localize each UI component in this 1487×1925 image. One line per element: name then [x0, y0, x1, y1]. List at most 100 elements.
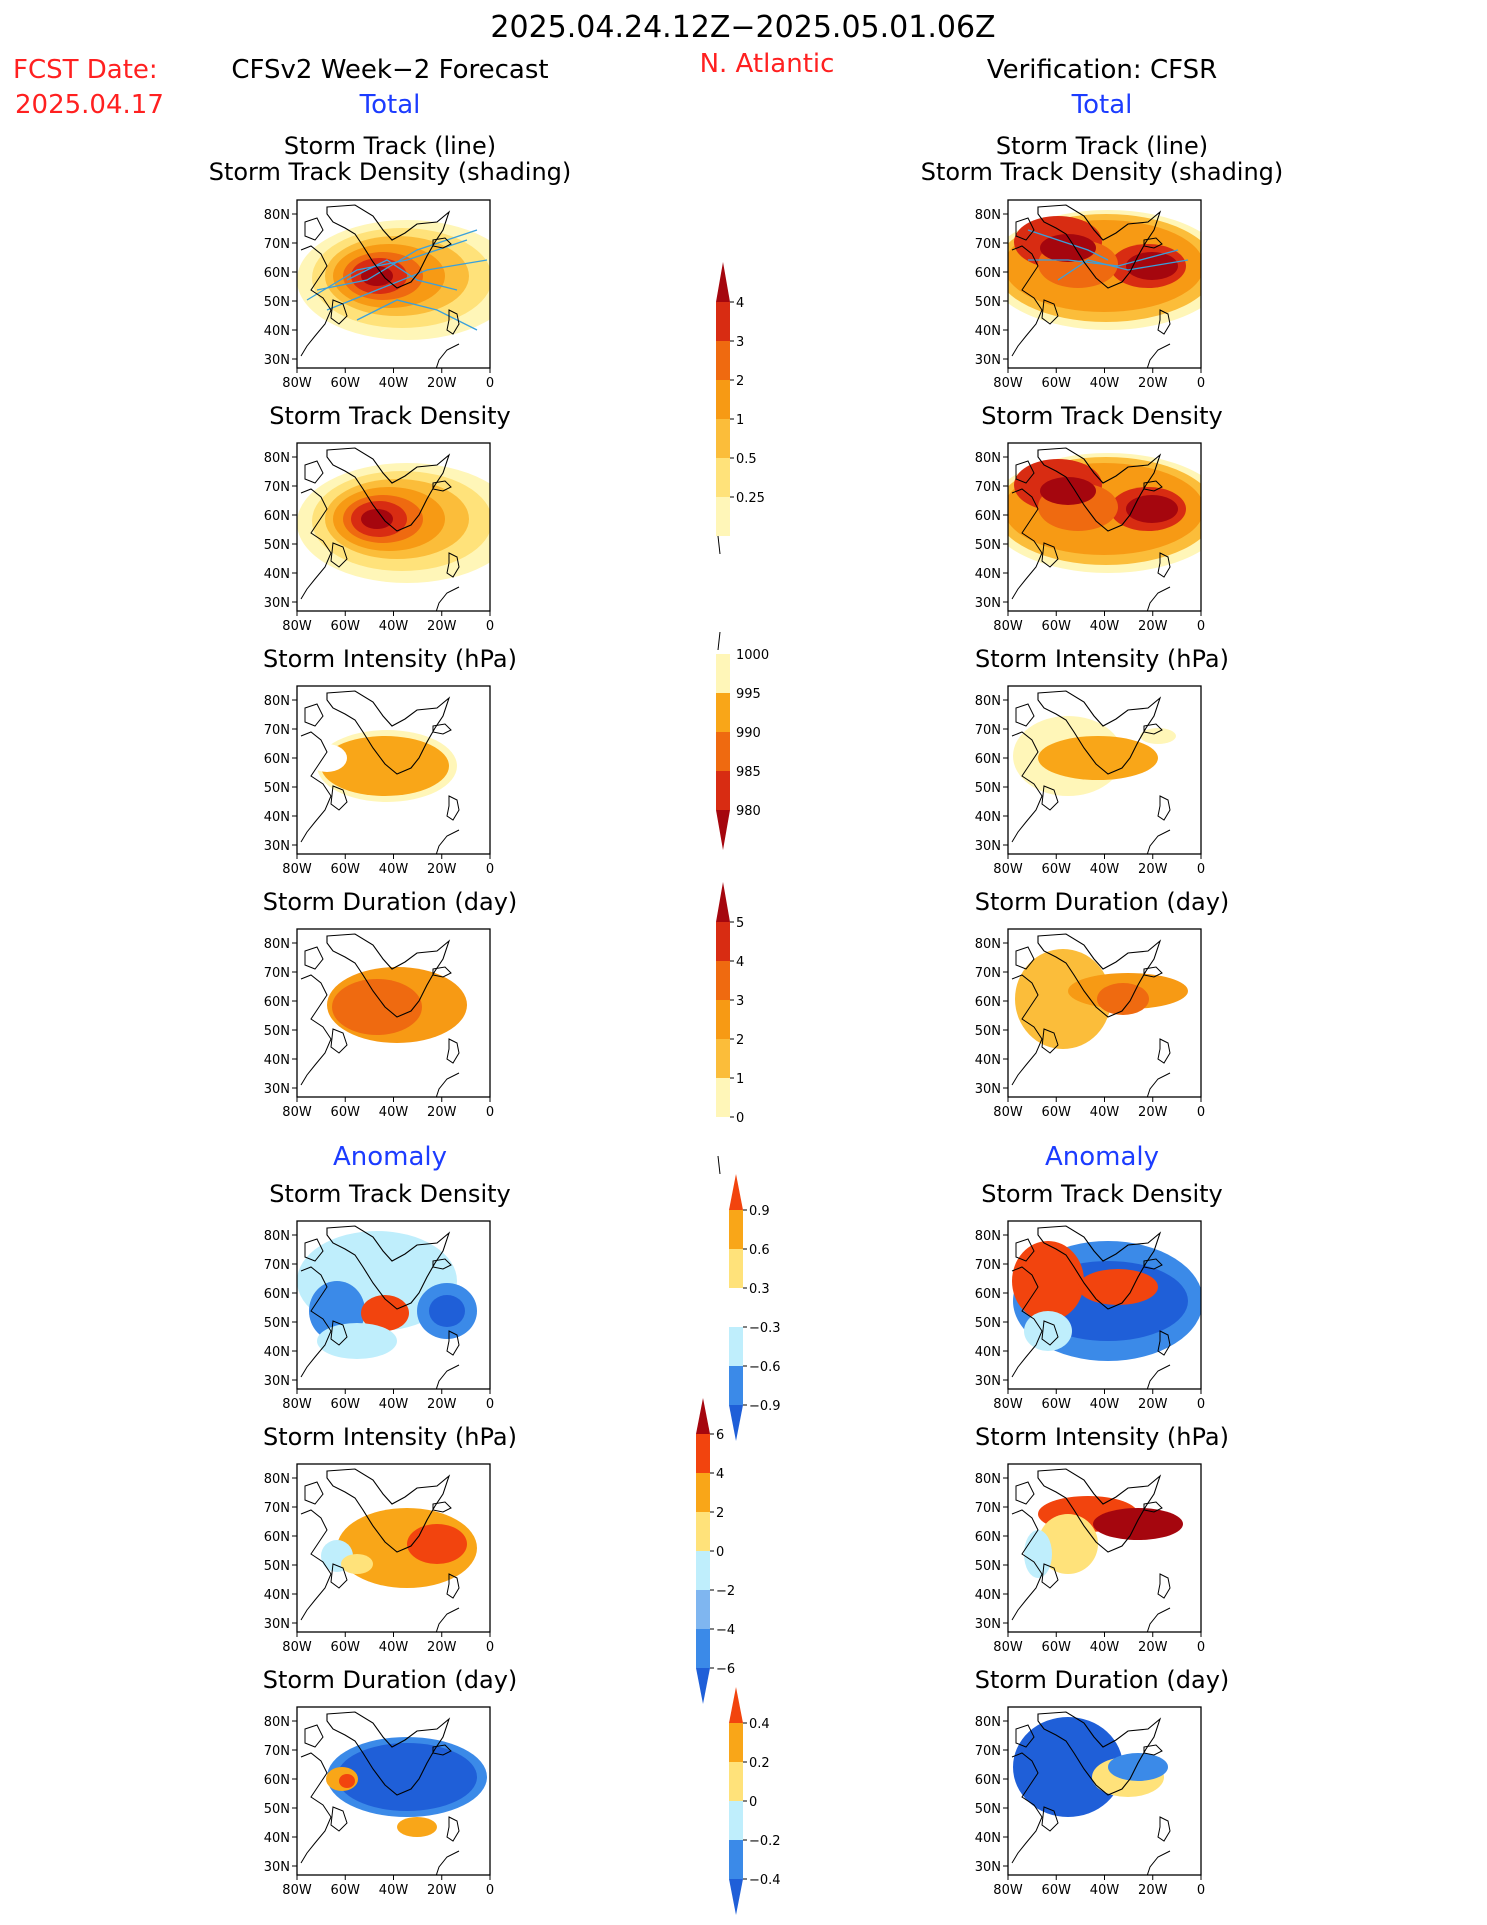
y-tick-label: 80N [264, 208, 290, 223]
y-tick-label: 40N [975, 1831, 1001, 1846]
y-tick-label: 50N [264, 1316, 290, 1331]
x-tick-label: 0 [1197, 1640, 1205, 1655]
panel-title: Storm Intensity (hPa) [263, 645, 517, 673]
colorbar-segment [729, 1366, 743, 1405]
x-tick-label: 40W [1090, 862, 1120, 877]
x-tick-label: 80W [993, 619, 1023, 634]
x-tick-label: 60W [331, 619, 361, 634]
y-tick-label: 30N [975, 596, 1001, 611]
x-tick-label: 0 [1197, 862, 1205, 877]
field-contour [341, 1554, 373, 1574]
y-tick-label: 50N [264, 1559, 290, 1574]
x-tick-label: 60W [1042, 1397, 1072, 1412]
forecast-column-title: CFSv2 Week−2 Forecast [231, 55, 548, 85]
colorbar-label: 1000 [736, 648, 769, 663]
y-tick-label: 70N [975, 1501, 1001, 1516]
x-tick-label: 40W [1090, 619, 1120, 634]
x-tick-label: 60W [1042, 1640, 1072, 1655]
x-tick-label: 20W [1138, 862, 1168, 877]
panel-title: Storm Intensity (hPa) [975, 1423, 1229, 1451]
map-panel-verification-0: Storm Track (line)Storm Track Density (s… [921, 132, 1284, 391]
y-tick-label: 60N [975, 1530, 1001, 1545]
x-tick-label: 0 [486, 1105, 494, 1120]
colorbar-label: 0 [749, 1795, 757, 1810]
forecast-anomaly-label: Anomaly [333, 1142, 447, 1172]
x-tick-label: 80W [282, 862, 312, 877]
colorbar-label: 0.5 [736, 452, 757, 467]
y-tick-label: 80N [975, 1229, 1001, 1244]
x-tick-label: 0 [486, 376, 494, 391]
y-tick-label: 60N [264, 1287, 290, 1302]
y-tick-label: 30N [975, 1860, 1001, 1875]
colorbar-label: −0.6 [749, 1360, 781, 1375]
field-contour [321, 736, 449, 796]
colorbar-segment [716, 458, 730, 497]
field-contour [1040, 477, 1096, 505]
period-title: 2025.04.24.12Z−2025.05.01.06Z [490, 10, 995, 45]
panel-subtitle: Storm Track Density (shading) [209, 158, 572, 186]
y-tick-label: 80N [264, 694, 290, 709]
fcst-date-value: 2025.04.17 [15, 90, 164, 120]
colorbar-label: 990 [736, 726, 761, 741]
panel-title: Storm Intensity (hPa) [975, 645, 1229, 673]
colorbar-label: 980 [736, 804, 761, 819]
colorbar-tail [717, 535, 721, 555]
colorbars: 43210.50.2510009959909859805432100.90.60… [696, 262, 781, 1915]
x-tick-label: 80W [993, 1397, 1023, 1412]
field-contour [1126, 495, 1178, 523]
colorbar-segment [716, 922, 730, 961]
colorbar-label: 6 [716, 1428, 724, 1443]
field-contour [1038, 736, 1158, 780]
y-tick-label: 30N [264, 839, 290, 854]
panel-title: Storm Track Density [981, 402, 1222, 430]
colorbar-duration: 5 4 3 2 1 0 [716, 882, 744, 1175]
colorbar-segment [729, 1327, 743, 1366]
colorbar-label: 2 [716, 1506, 724, 1521]
x-tick-label: 20W [1138, 1883, 1168, 1898]
colorbar-segment [716, 693, 730, 732]
colorbar-segment [729, 1288, 743, 1327]
y-tick-label: 30N [975, 839, 1001, 854]
storm-track [326, 259, 488, 311]
x-tick-label: 80W [282, 1883, 312, 1898]
x-tick-label: 20W [427, 376, 457, 391]
x-tick-label: 20W [1138, 376, 1168, 391]
y-tick-label: 50N [975, 295, 1001, 310]
colorbar-label: −0.2 [749, 1834, 781, 1849]
x-tick-label: 40W [379, 1640, 409, 1655]
y-tick-label: 70N [264, 966, 290, 981]
x-tick-label: 20W [427, 862, 457, 877]
y-tick-label: 30N [264, 1860, 290, 1875]
colorbar-label: −2 [716, 1584, 735, 1599]
colorbar-label: 0.6 [749, 1243, 770, 1258]
x-tick-label: 40W [379, 1397, 409, 1412]
field-shading [1008, 686, 1201, 854]
y-tick-label: 60N [264, 266, 290, 281]
field-contour [332, 979, 422, 1035]
y-tick-label: 70N [264, 1501, 290, 1516]
y-tick-label: 70N [975, 480, 1001, 495]
storm-track-lines [306, 229, 488, 331]
field-shading [297, 1707, 490, 1875]
x-tick-label: 40W [379, 862, 409, 877]
field-shading [297, 1221, 490, 1389]
field-contour [429, 1295, 465, 1327]
y-tick-label: 60N [975, 1287, 1001, 1302]
y-tick-label: 60N [975, 509, 1001, 524]
x-tick-label: 20W [1138, 1105, 1168, 1120]
x-tick-label: 20W [427, 1883, 457, 1898]
y-tick-label: 30N [264, 353, 290, 368]
colorbar-segment [696, 1629, 710, 1668]
x-tick-label: 60W [331, 1883, 361, 1898]
y-tick-label: 40N [975, 1053, 1001, 1068]
colorbar-segment [696, 1590, 710, 1629]
field-contour [307, 744, 347, 772]
field-shading [297, 200, 490, 368]
colorbar-cap [716, 882, 730, 922]
y-tick-label: 80N [975, 1715, 1001, 1730]
y-tick-label: 40N [975, 810, 1001, 825]
y-tick-label: 40N [264, 810, 290, 825]
colorbar-label: 0.4 [749, 1717, 770, 1732]
field-contour [1108, 1753, 1168, 1781]
colorbar-label: 4 [736, 296, 744, 311]
